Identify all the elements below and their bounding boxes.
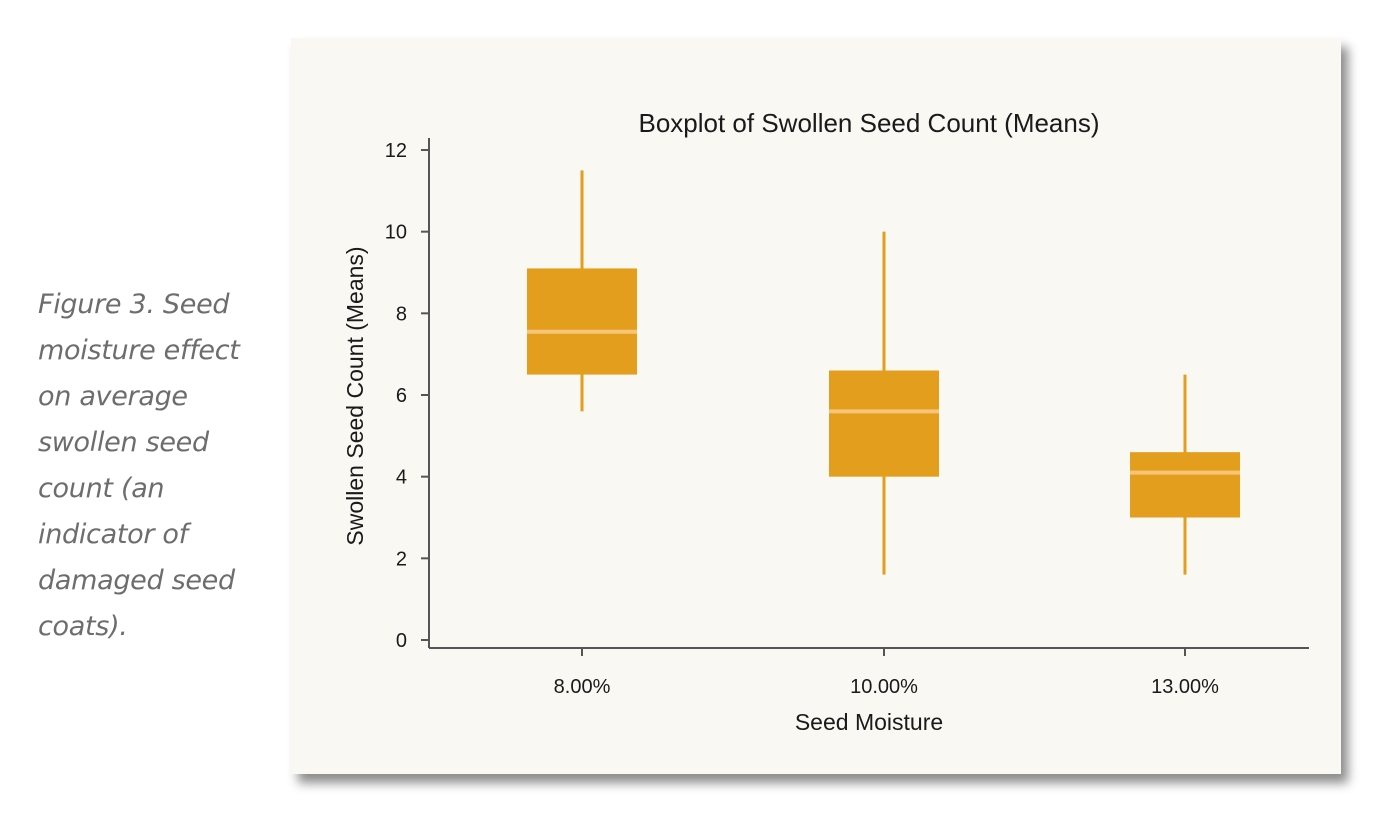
y-tick-label: 8 — [396, 303, 407, 325]
x-tick-label: 13.00% — [1151, 676, 1219, 698]
y-tick-label: 2 — [396, 548, 407, 570]
boxplot-chart: 0 2 4 6 8 10 12 8.00% 10.00% 13.00% Boxplot of Sw… — [342, 108, 1309, 735]
axes-layer: 0 2 4 6 8 10 12 8.00% 10.00% 13.00% — [385, 138, 1309, 698]
y-tick-label: 0 — [396, 630, 407, 652]
box — [1130, 452, 1240, 518]
x-tick-label: 8.00% — [554, 676, 611, 698]
box — [829, 370, 939, 477]
y-tick-label: 6 — [396, 385, 407, 407]
y-axis-title: Swollen Seed Count (Means) — [342, 246, 368, 545]
figure-caption: Figure 3. Seed moisture effect on averag… — [38, 289, 240, 642]
y-tick-label: 12 — [385, 140, 407, 162]
chart-panel: 0 2 4 6 8 10 12 8.00% 10.00% 13.00% Boxplot of Sw… — [291, 38, 1341, 774]
y-tick-label: 10 — [385, 222, 407, 244]
x-tick-label: 10.00% — [850, 676, 918, 698]
box — [527, 268, 637, 375]
chart-title: Boxplot of Swollen Seed Count (Means) — [638, 108, 1099, 138]
x-axis-title: Seed Moisture — [795, 709, 943, 735]
y-tick-label: 4 — [396, 467, 407, 489]
boxes-layer — [527, 170, 1240, 575]
